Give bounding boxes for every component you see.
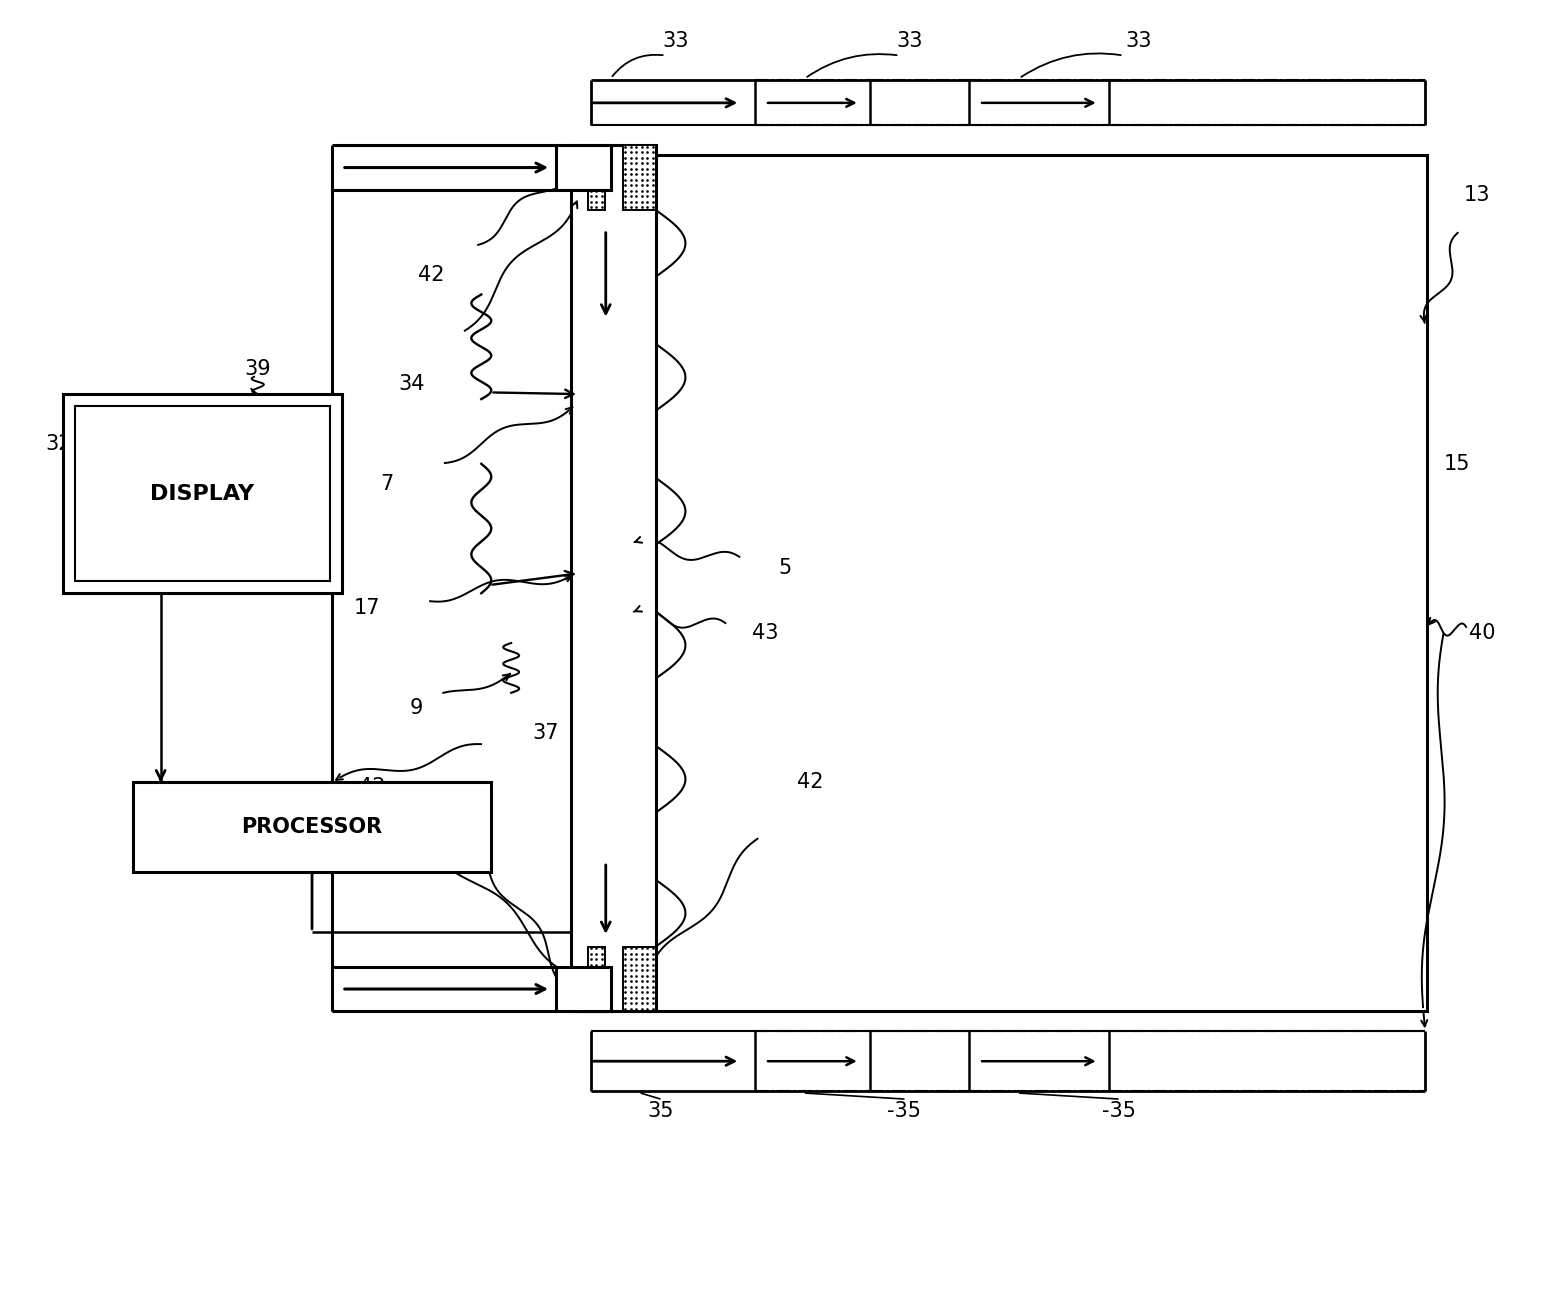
Bar	[587, 145, 604, 209]
Text: 34: 34	[443, 807, 470, 828]
Text: 37: 37	[532, 723, 559, 742]
Text: 39: 39	[244, 359, 271, 379]
Bar	[581, 155, 1427, 1011]
Text: 5: 5	[778, 559, 792, 578]
Bar	[75, 406, 330, 582]
Text: 42: 42	[797, 772, 824, 793]
Bar	[556, 145, 611, 190]
Text: 42: 42	[418, 265, 445, 284]
Text: -35: -35	[1101, 1102, 1135, 1121]
Bar	[587, 946, 604, 1011]
Text: DISPLAY: DISPLAY	[150, 484, 255, 504]
Bar	[623, 145, 656, 209]
Text: 43: 43	[752, 623, 778, 643]
Text: 17: 17	[354, 599, 381, 618]
Text: 13: 13	[1464, 185, 1491, 206]
Text: 35: 35	[647, 1102, 673, 1121]
Text: 33: 33	[896, 31, 922, 50]
Text: -35: -35	[888, 1102, 921, 1121]
Text: 7: 7	[381, 473, 393, 494]
Text: 9: 9	[410, 698, 423, 718]
Bar	[623, 946, 656, 1011]
Bar	[63, 394, 341, 593]
Bar	[572, 145, 656, 1011]
Bar	[556, 967, 611, 1011]
Text: 40: 40	[1469, 623, 1496, 643]
Text: 42: 42	[359, 777, 385, 798]
Bar	[133, 782, 492, 871]
Text: 33: 33	[662, 31, 689, 50]
Text: 32: 32	[45, 434, 72, 454]
Text: 33: 33	[1126, 31, 1151, 50]
Text: 15: 15	[1444, 454, 1470, 473]
Text: 34: 34	[398, 374, 424, 394]
Text: PROCESSOR: PROCESSOR	[241, 817, 382, 838]
